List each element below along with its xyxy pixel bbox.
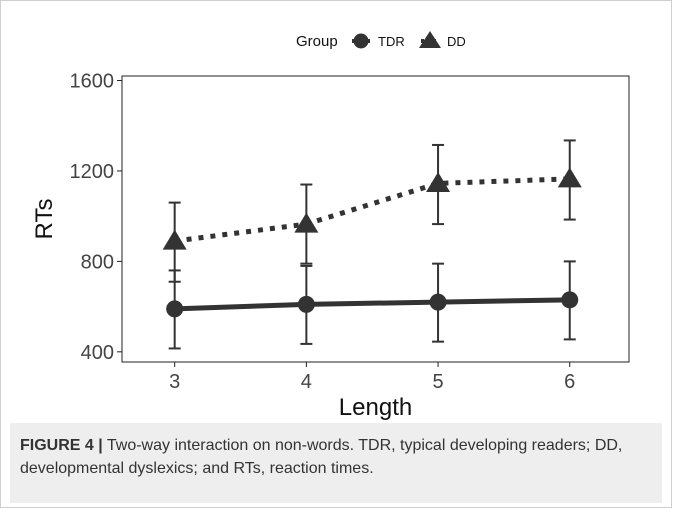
data-point-dd (426, 171, 451, 192)
legend-label-dd: DD (447, 34, 466, 49)
caption-label: FIGURE 4 | (20, 437, 103, 454)
data-point-tdr (429, 293, 447, 311)
data-point-tdr (297, 295, 315, 313)
legend-title: Group (296, 33, 338, 50)
plot-panel (121, 75, 630, 363)
caption-body: Two-way interaction on non-words. TDR, t… (20, 437, 623, 477)
data-point-dd (557, 167, 582, 188)
data-point-tdr (561, 291, 579, 309)
series-line-tdr (174, 297, 570, 312)
x-axis-label: Length (339, 394, 412, 420)
x-tick-label: 4 (301, 371, 312, 393)
chart: Group TDR DD 400 800 1200 1600 3 4 5 6 RTs Lengt… (31, 31, 630, 420)
y-tick-label: 1600 (70, 71, 115, 93)
x-tick-label: 5 (432, 371, 443, 393)
series-line-dd (174, 176, 570, 244)
data-point-dd (162, 229, 187, 250)
legend-key-dd (419, 31, 441, 48)
x-tick-label: 3 (169, 371, 180, 393)
caption-text: FIGURE 4 | Two-way interaction on non-wo… (20, 434, 652, 480)
series-tdr (166, 260, 579, 350)
y-tick-label: 400 (81, 342, 114, 364)
y-tick-label: 800 (81, 251, 114, 273)
legend: Group TDR DD (296, 31, 466, 50)
x-axis: 3 4 5 6 (169, 362, 575, 393)
x-tick-label: 6 (564, 371, 575, 393)
series-layer (162, 139, 582, 350)
data-point-dd (294, 212, 319, 233)
data-point-tdr (166, 300, 184, 318)
figure-caption: FIGURE 4 | Two-way interaction on non-wo… (10, 423, 662, 503)
series-dd (162, 139, 582, 283)
y-axis: 400 800 1200 1600 (70, 71, 122, 364)
legend-label-tdr: TDR (378, 34, 405, 49)
y-tick-label: 1200 (70, 161, 115, 183)
y-axis-label: RTs (31, 199, 58, 240)
legend-key-tdr (353, 33, 369, 49)
